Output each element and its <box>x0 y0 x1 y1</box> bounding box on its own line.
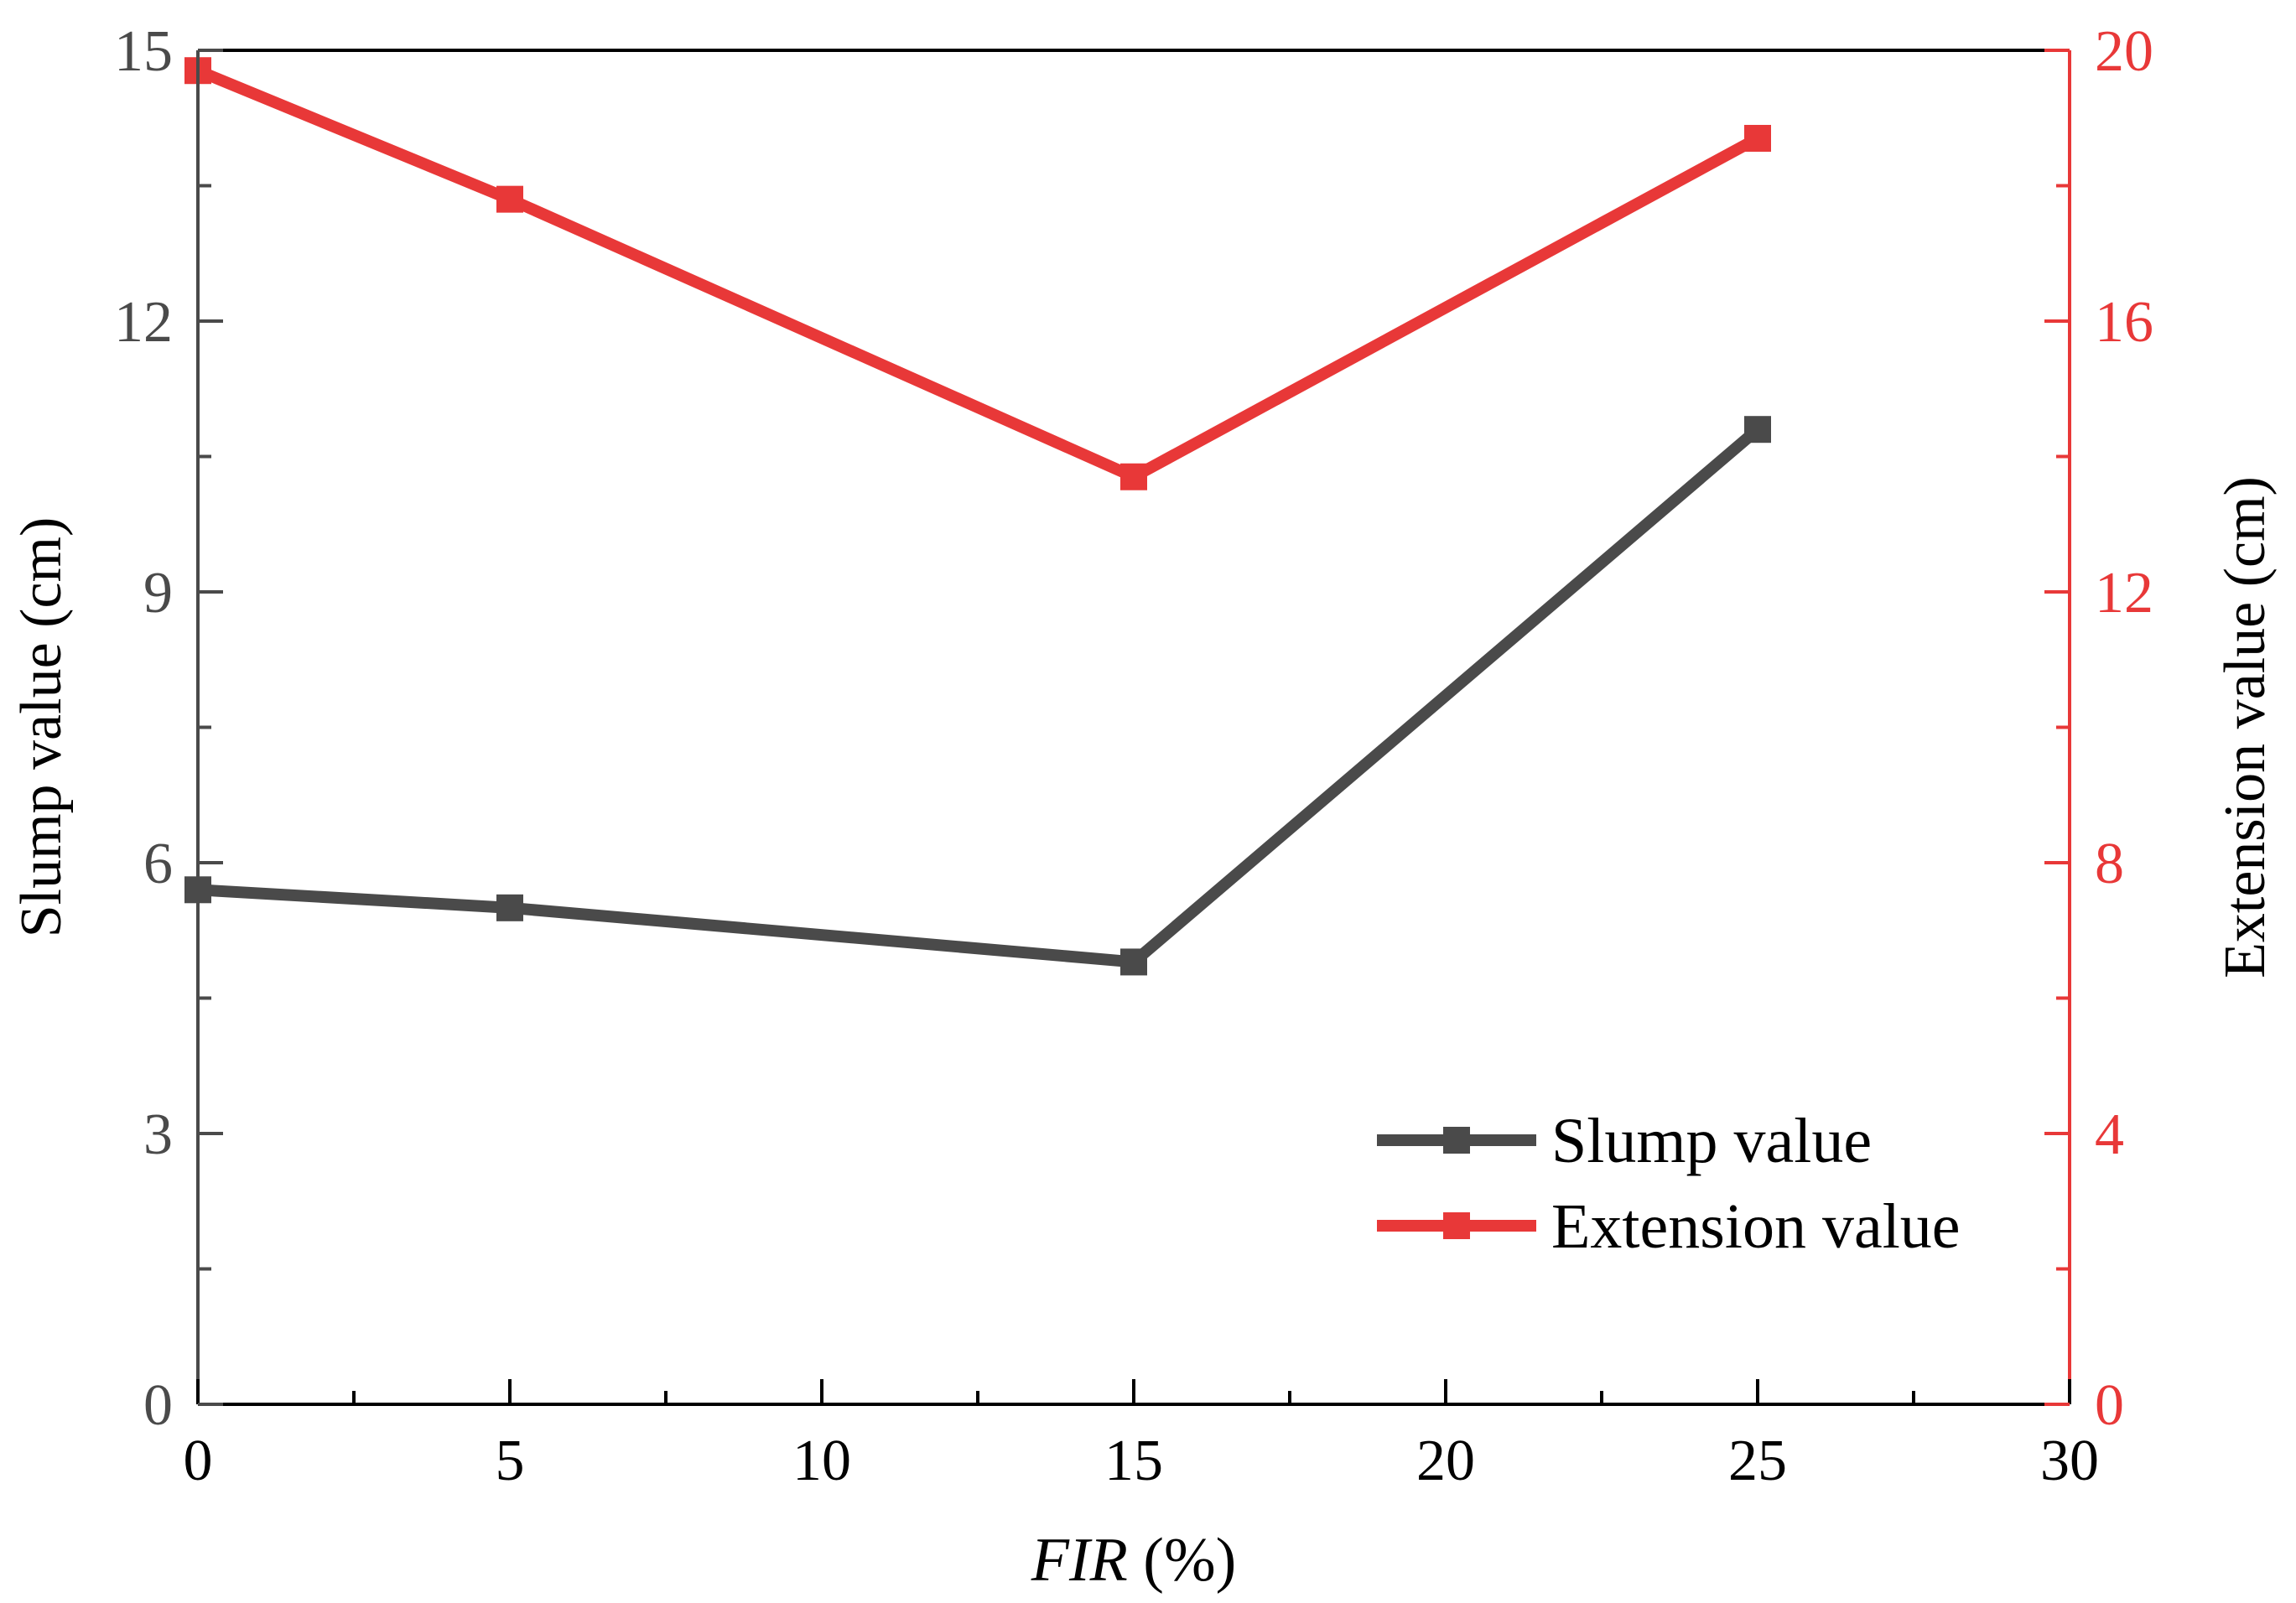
x-axis-title-rest: (%) <box>1128 1526 1236 1595</box>
y-left-tick-label: 6 <box>143 832 173 896</box>
x-tick-label: 0 <box>184 1429 213 1493</box>
data-point-slump <box>496 894 523 921</box>
series-line-extension <box>195 65 1761 484</box>
y-right-tick-label: 8 <box>2095 832 2124 896</box>
x-axis-title: FIR (%) <box>1031 1526 1236 1595</box>
x-tick-label: 20 <box>1416 1429 1475 1493</box>
legend: Slump value Extension value <box>1377 1106 1961 1262</box>
y-left-tick-label: 12 <box>114 290 173 355</box>
data-point-extension <box>1120 463 1147 490</box>
y-right-tick-label: 0 <box>2095 1373 2124 1438</box>
y-right-tick-label: 12 <box>2095 561 2153 625</box>
data-point-extension <box>496 185 523 213</box>
plot-marks <box>184 57 1771 976</box>
y-right-tick-label: 20 <box>2095 19 2153 84</box>
y-right-tick-label: 4 <box>2095 1102 2124 1167</box>
y-left-tick-label: 3 <box>143 1102 173 1167</box>
y-left-tick-label: 9 <box>143 561 173 625</box>
legend-marker <box>1443 1127 1470 1154</box>
legend-marker <box>1443 1212 1470 1239</box>
x-tick-label: 5 <box>496 1429 525 1493</box>
x-tick-label: 30 <box>2040 1429 2099 1493</box>
series-line-slump <box>197 424 1762 968</box>
data-point-slump <box>1120 948 1147 976</box>
x-axis-title-italic: FIR <box>1031 1526 1128 1595</box>
y-left-axis-title: Slump value (cm) <box>9 517 74 938</box>
data-point-slump <box>1744 416 1771 444</box>
legend-label: Extension value <box>1551 1191 1961 1262</box>
y-right-axis-title: Extension value (cm) <box>2213 476 2278 978</box>
data-point-extension <box>1744 124 1771 152</box>
y-left-tick-label: 15 <box>114 19 173 84</box>
x-tick-label: 15 <box>1104 1429 1163 1493</box>
legend-label: Slump value <box>1551 1106 1872 1176</box>
y-right-tick-label: 16 <box>2095 290 2153 355</box>
x-tick-label: 25 <box>1728 1429 1787 1493</box>
x-tick-label: 10 <box>792 1429 851 1493</box>
y-left-tick-label: 0 <box>143 1373 173 1438</box>
